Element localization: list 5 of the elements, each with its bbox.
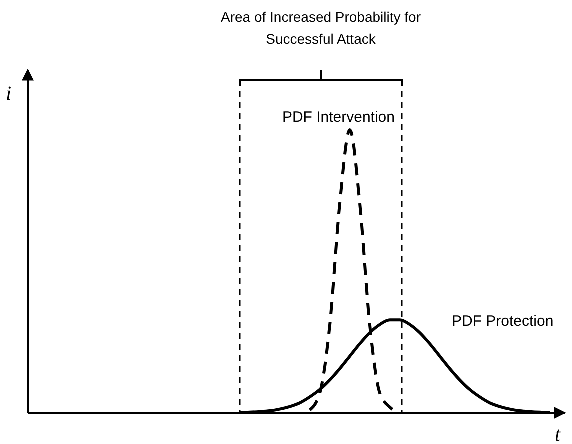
series-label: PDF Protection bbox=[452, 313, 554, 330]
text: Area of Increased Probability for Successful Attack bbox=[221, 9, 422, 47]
y-axis-title: i bbox=[6, 83, 12, 105]
x-axis-title: t bbox=[555, 424, 561, 444]
series-label: PDF Intervention bbox=[282, 109, 395, 126]
